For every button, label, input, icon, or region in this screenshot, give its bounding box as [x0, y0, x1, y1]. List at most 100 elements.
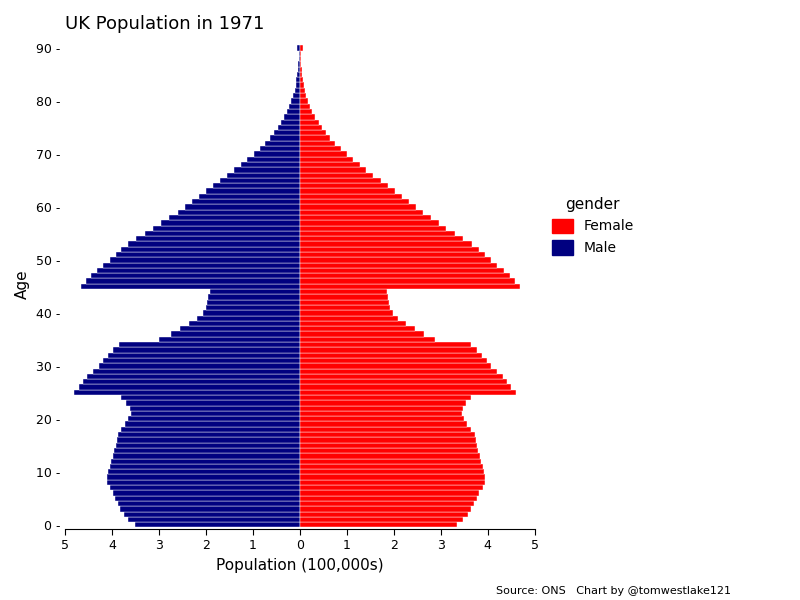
Bar: [300, 437, 476, 443]
Bar: [300, 93, 306, 98]
Bar: [145, 231, 300, 236]
Bar: [103, 263, 300, 268]
Bar: [300, 469, 484, 475]
Bar: [300, 247, 479, 252]
Bar: [300, 316, 398, 321]
Bar: [300, 475, 486, 480]
Bar: [220, 178, 300, 183]
Bar: [293, 93, 300, 98]
Bar: [108, 469, 300, 475]
Bar: [300, 157, 354, 162]
Bar: [227, 173, 300, 178]
Bar: [300, 136, 330, 141]
Bar: [169, 215, 300, 220]
Bar: [300, 236, 463, 241]
Bar: [300, 220, 438, 226]
Bar: [161, 220, 300, 226]
Bar: [300, 162, 360, 167]
Bar: [300, 347, 478, 353]
Bar: [300, 321, 406, 326]
Text: Source: ONS   Chart by @tomwestlake121: Source: ONS Chart by @tomwestlake121: [496, 586, 731, 596]
Bar: [111, 458, 300, 464]
Bar: [284, 114, 300, 119]
Bar: [300, 512, 468, 517]
Bar: [300, 353, 482, 358]
Bar: [300, 226, 446, 231]
Bar: [300, 411, 462, 416]
Bar: [300, 337, 435, 342]
Bar: [98, 363, 300, 368]
Bar: [300, 51, 301, 56]
Bar: [300, 146, 341, 151]
Bar: [178, 209, 300, 215]
Bar: [300, 480, 486, 485]
Bar: [79, 385, 300, 390]
Bar: [110, 257, 300, 263]
Bar: [300, 310, 393, 316]
Bar: [300, 448, 478, 453]
Bar: [300, 252, 485, 257]
Bar: [300, 416, 464, 421]
Bar: [300, 151, 346, 157]
Bar: [300, 368, 497, 374]
Bar: [122, 247, 300, 252]
Bar: [300, 295, 388, 299]
Bar: [300, 458, 482, 464]
Bar: [300, 485, 483, 490]
Y-axis label: Age: Age: [15, 270, 30, 299]
Bar: [300, 284, 519, 289]
Bar: [300, 427, 471, 432]
Bar: [300, 199, 409, 205]
Bar: [126, 400, 300, 406]
Bar: [170, 331, 300, 337]
Bar: [124, 512, 300, 517]
Bar: [300, 464, 483, 469]
Bar: [128, 241, 300, 247]
Bar: [300, 506, 471, 512]
Bar: [300, 390, 516, 395]
Bar: [300, 114, 315, 119]
Bar: [122, 395, 300, 400]
Bar: [300, 363, 491, 368]
Bar: [300, 56, 301, 61]
Bar: [300, 241, 472, 247]
Bar: [287, 109, 300, 114]
Bar: [300, 194, 402, 199]
Bar: [282, 119, 300, 125]
Bar: [90, 273, 300, 278]
Bar: [97, 268, 300, 273]
Bar: [300, 278, 515, 284]
Bar: [247, 157, 300, 162]
Bar: [278, 125, 300, 130]
Bar: [300, 215, 431, 220]
Bar: [300, 88, 305, 93]
Bar: [300, 501, 474, 506]
Bar: [234, 167, 300, 173]
Legend: Female, Male: Female, Male: [546, 191, 639, 261]
Bar: [110, 485, 300, 490]
Bar: [82, 379, 300, 385]
Bar: [300, 517, 463, 522]
Bar: [300, 141, 335, 146]
Bar: [115, 496, 300, 501]
Bar: [192, 199, 300, 205]
Bar: [300, 188, 394, 194]
Bar: [118, 432, 300, 437]
Bar: [107, 475, 300, 480]
Bar: [298, 72, 300, 77]
Bar: [300, 268, 504, 273]
Bar: [117, 437, 300, 443]
Bar: [125, 421, 300, 427]
Bar: [300, 522, 457, 527]
Bar: [300, 72, 302, 77]
Bar: [300, 406, 462, 411]
Bar: [300, 183, 387, 188]
Bar: [300, 61, 301, 67]
Bar: [198, 194, 300, 199]
Bar: [135, 522, 300, 527]
Bar: [190, 321, 300, 326]
Bar: [300, 453, 480, 458]
Bar: [118, 501, 300, 506]
Bar: [154, 226, 300, 231]
Bar: [185, 205, 300, 209]
